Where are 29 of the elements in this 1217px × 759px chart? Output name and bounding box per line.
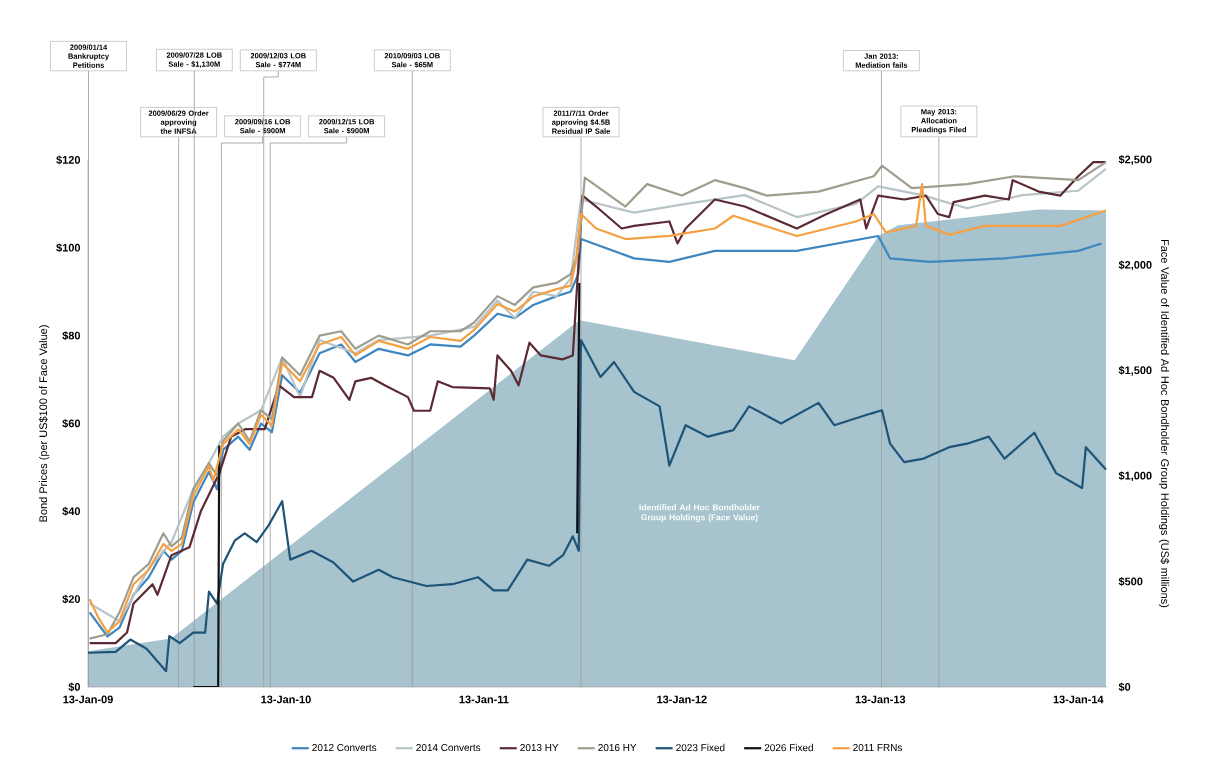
y2-tick-label: $2,500 — [1118, 155, 1152, 165]
y2-tick-label: $500 — [1118, 577, 1143, 587]
y-tick-label: $40 — [62, 506, 81, 516]
legend-label: 2014 Converts — [416, 744, 481, 752]
y-tick-label: $60 — [62, 419, 81, 428]
y2-tick-label: $2,000 — [1118, 260, 1152, 271]
legend-label: 2013 HY — [520, 744, 559, 752]
legend-label: 2023 Fixed — [676, 743, 725, 752]
y2-axis-title: Face Value of Identified Ad Hoc Bondholder Group Holdings (US$ millions) — [1158, 239, 1170, 608]
y-tick-label: $100 — [56, 243, 81, 253]
y-tick-label: $0 — [68, 682, 81, 692]
x-tick-label: 13-Jan-13 — [855, 695, 906, 704]
x-tick-label: 13-Jan-14 — [1053, 695, 1104, 704]
x-tick-label: 13-Jan-12 — [657, 695, 707, 704]
y2-tick-label: $1,000 — [1118, 471, 1152, 482]
x-tick-label: 13-Jan-10 — [261, 695, 311, 704]
legend-label: 2016 HY — [598, 744, 637, 752]
y-axis-title: Bond Prices (per US$100 of Face Value) — [38, 325, 50, 522]
x-tick-label: 13-Jan-11 — [459, 695, 509, 704]
y2-tick-label: $1,500 — [1118, 365, 1152, 376]
y2-tick-label: $0 — [1118, 682, 1131, 692]
y-tick-label: $80 — [62, 331, 81, 341]
y-tick-label: $120 — [56, 155, 81, 165]
series-label: Identified Ad Hoc Bondholder Group Holdings (Face Value) — [639, 504, 760, 523]
legend-label: 2011 FRNs — [853, 744, 902, 752]
y-tick-label: $20 — [62, 594, 81, 604]
legend-label: 2012 Converts — [312, 744, 377, 752]
legend-label: 2026 Fixed — [764, 743, 813, 752]
x-tick-label: 13-Jan-09 — [63, 695, 113, 704]
